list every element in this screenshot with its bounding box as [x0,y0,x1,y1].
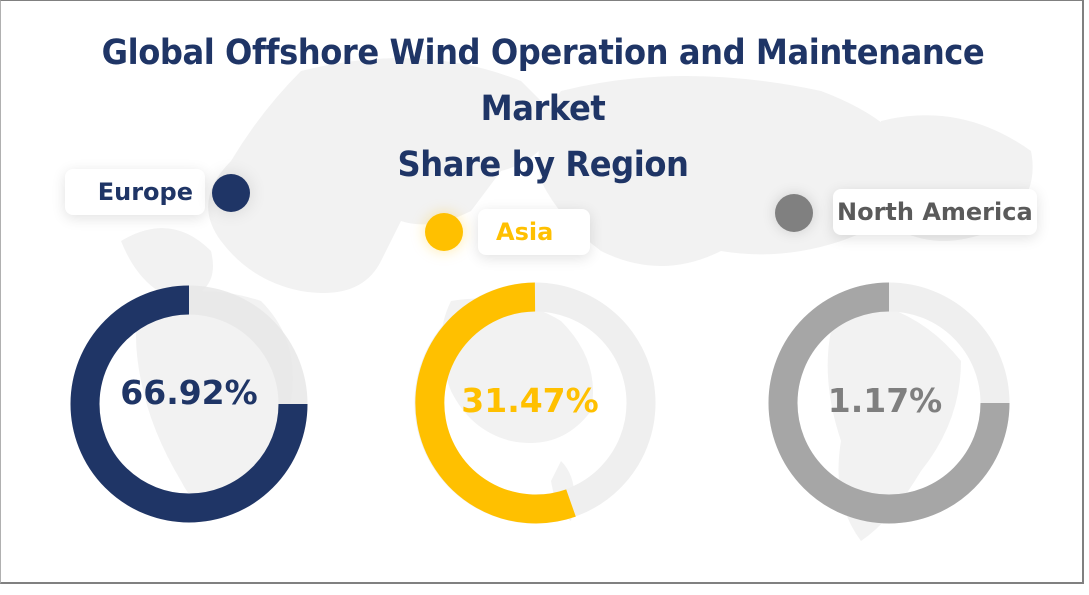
value-label-asia: 31.47% [461,381,599,420]
legend-text-asia: Asia [496,218,554,246]
legend-label-north-america: North America [833,189,1037,235]
donut-ring-north-america [768,282,1010,524]
chart-title-line-1: Global Offshore Wind Operation and Maint… [101,33,985,129]
value-label-europe: 66.92% [120,373,258,412]
chart-title-line-2: Share by Region [397,145,689,185]
legend-dot-north-america [775,194,813,232]
donut-ring-europe [70,285,308,523]
donut-ring-asia [414,282,656,524]
chart-title: Global Offshore Wind Operation and Maint… [44,25,1041,193]
chart-frame: Global Offshore Wind Operation and Maint… [0,0,1084,584]
value-label-north-america: 1.17% [827,381,943,420]
legend-dot-europe [212,174,250,212]
legend-dot-asia [425,213,463,251]
legend-text-europe: Europe [97,178,193,206]
legend-text-north-america: North America [837,198,1033,226]
legend-label-europe: Europe [65,169,205,215]
legend-label-asia: Asia [478,209,590,255]
